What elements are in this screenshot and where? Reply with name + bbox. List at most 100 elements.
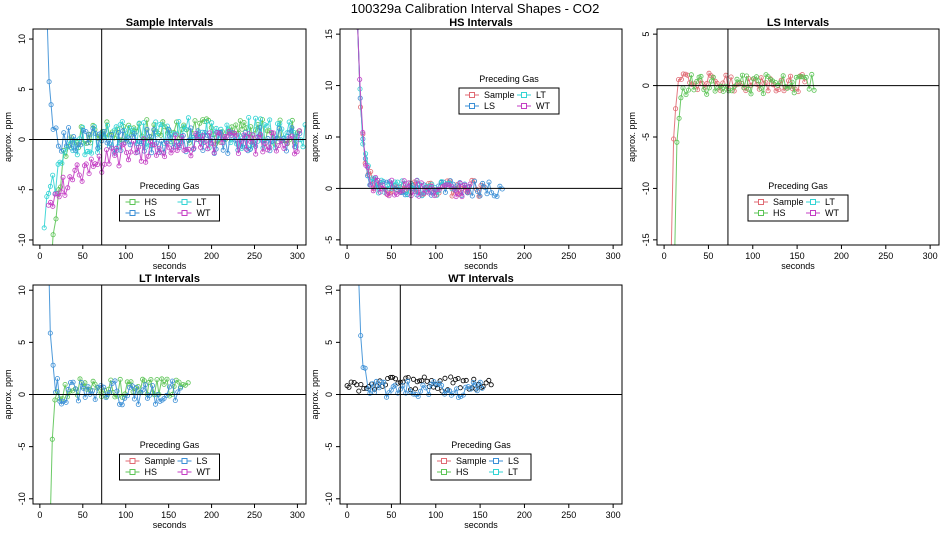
legend: Preceding Gas Sample LT HS WT [747, 181, 849, 222]
data-point [444, 182, 450, 188]
data-point [378, 177, 384, 183]
y-tick-label: 0 [17, 392, 27, 397]
y-tick-label: 0 [17, 137, 27, 142]
data-point [211, 150, 217, 156]
data-point [392, 382, 398, 388]
data-point [152, 401, 158, 407]
data-point [224, 122, 230, 128]
data-point [73, 386, 79, 392]
data-point [164, 140, 170, 146]
data-point [80, 385, 86, 391]
legend-marker [181, 210, 188, 216]
data-point [106, 161, 112, 167]
data-point [486, 377, 492, 383]
data-point [166, 145, 172, 151]
y-tick-label: 0 [324, 392, 334, 397]
data-point [435, 385, 441, 391]
legend-entry-wt: WT [197, 467, 211, 477]
x-tick-label: 300 [606, 510, 621, 520]
data-point [271, 130, 277, 136]
data-point [146, 133, 152, 139]
data-point [158, 138, 164, 144]
data-point [89, 150, 95, 156]
data-point [85, 148, 91, 154]
legend-marker [129, 469, 136, 475]
data-point [460, 392, 466, 398]
data-point [357, 77, 363, 83]
y-tick-label: -10 [641, 182, 651, 195]
x-tick-label: 50 [78, 251, 88, 261]
data-point [405, 378, 411, 384]
data-point [62, 149, 68, 155]
data-point [253, 151, 259, 157]
legend-entry-sample: Sample [145, 456, 176, 466]
data-point [82, 152, 88, 158]
x-tick-label: 0 [37, 251, 42, 261]
data-point [55, 143, 61, 149]
data-point [186, 146, 192, 152]
data-point [149, 150, 155, 156]
x-tick-label: 0 [37, 510, 42, 520]
legend-title: Preceding Gas [140, 440, 200, 450]
data-point [117, 401, 123, 407]
data-point [467, 181, 473, 187]
data-point [439, 388, 445, 394]
y-tick-label: 5 [641, 32, 651, 37]
data-point [375, 177, 381, 183]
legend-marker [181, 199, 188, 205]
data-point [264, 128, 270, 134]
x-tick-label: 250 [561, 251, 576, 261]
data-point [489, 190, 495, 196]
data-point [363, 151, 369, 157]
data-point [219, 140, 225, 146]
y-axis-label: approx. ppm [3, 112, 13, 162]
data-point [52, 397, 58, 403]
data-point [389, 177, 395, 183]
data-point [294, 133, 300, 139]
data-point [235, 150, 241, 156]
legend-marker [758, 210, 764, 216]
legend-entry-ls: LS [197, 456, 208, 466]
data-point [169, 378, 175, 384]
data-point [472, 382, 478, 388]
data-point [183, 147, 189, 153]
data-point [300, 144, 306, 150]
data-point [376, 385, 382, 391]
data-point [85, 384, 91, 390]
data-point [726, 88, 732, 94]
data-point [403, 390, 409, 396]
x-tick-label: 50 [78, 510, 88, 520]
data-point [60, 398, 66, 404]
data-point [65, 386, 71, 392]
data-point [197, 120, 203, 126]
data-point [52, 191, 58, 197]
data-point [428, 381, 434, 387]
data-point [166, 126, 172, 132]
data-point [718, 83, 724, 89]
data-point [262, 122, 268, 128]
data-point [66, 125, 72, 131]
data-point [50, 232, 56, 238]
data-point [455, 375, 461, 381]
data-point [424, 378, 430, 384]
data-point [68, 380, 74, 386]
data-point [172, 397, 178, 403]
data-point [486, 179, 492, 185]
data-point [198, 144, 204, 150]
legend-entry-wt: WT [536, 101, 550, 111]
data-point [105, 122, 111, 128]
x-tick-label: 250 [561, 510, 576, 520]
data-point [204, 119, 210, 125]
data-point [176, 379, 182, 385]
data-point [74, 152, 80, 158]
data-point [370, 175, 376, 181]
data-point [494, 193, 500, 199]
data-point [47, 183, 53, 189]
data-point [480, 180, 486, 186]
data-point [418, 388, 424, 394]
legend-marker [469, 92, 475, 98]
legend-entry-ls: LS [145, 208, 156, 218]
data-point [68, 145, 74, 151]
data-point [126, 122, 132, 128]
data-point [109, 145, 115, 151]
